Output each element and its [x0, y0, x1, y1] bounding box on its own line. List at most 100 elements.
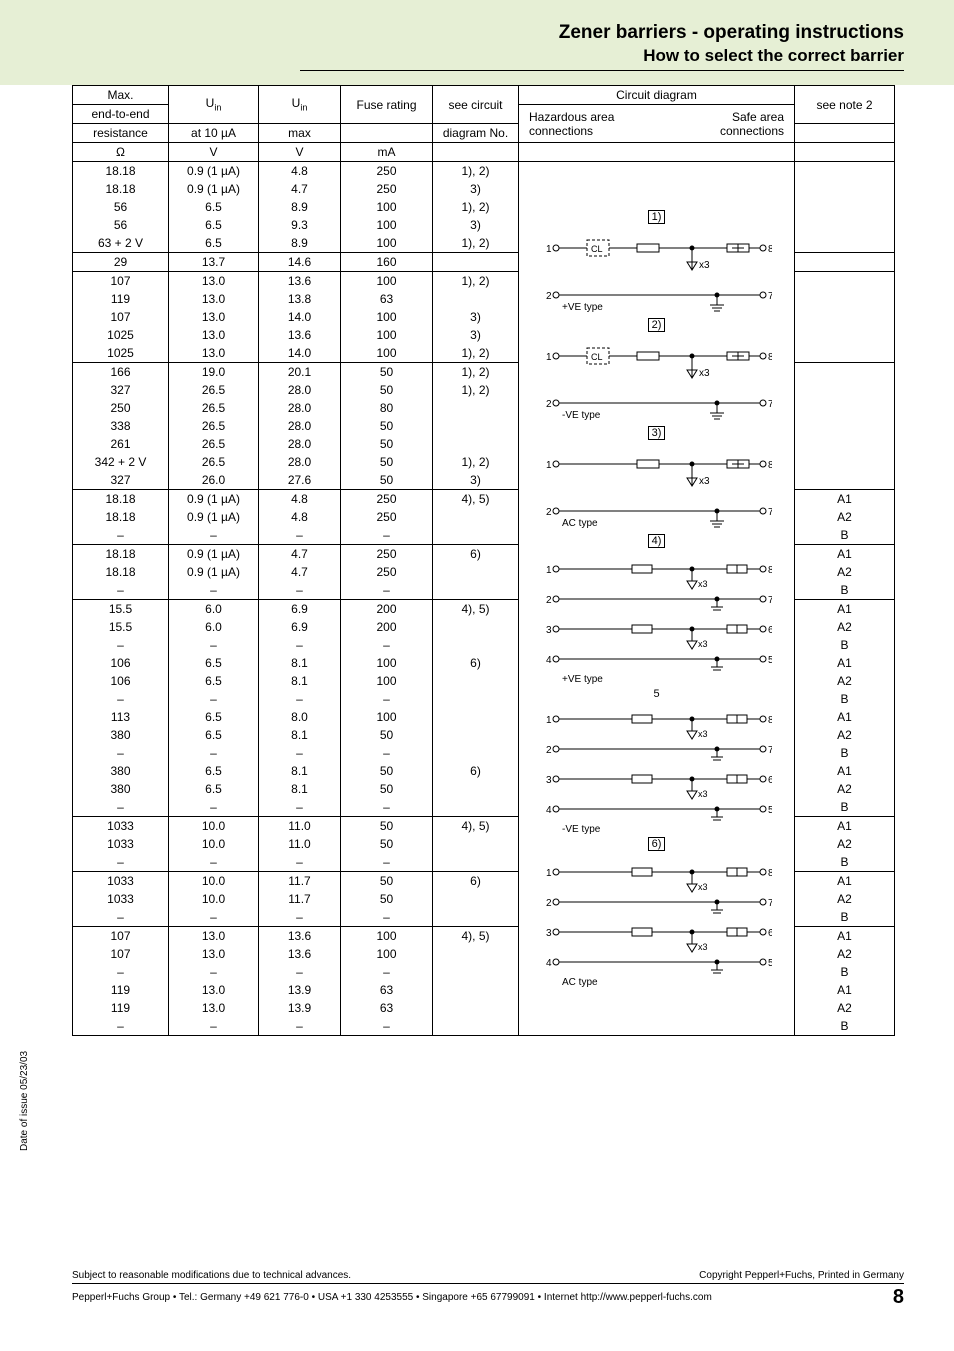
col-b-unit: V — [169, 143, 259, 162]
svg-text:AC type: AC type — [562, 977, 598, 987]
table-cell: – — [259, 690, 341, 708]
svg-text:7: 7 — [768, 595, 772, 606]
table-cell: – — [259, 636, 341, 654]
table-cell: 13.0 — [169, 999, 259, 1017]
table-cell: 13.0 — [169, 344, 259, 363]
table-cell: 107 — [73, 272, 169, 291]
table-cell: 6) — [433, 872, 519, 891]
table-cell: 160 — [341, 253, 433, 272]
table-cell: 1), 2) — [433, 162, 519, 181]
table-cell: 13.0 — [169, 945, 259, 963]
table-cell — [795, 253, 895, 272]
table-cell — [433, 290, 519, 308]
svg-text:4: 4 — [546, 805, 552, 816]
circuit-diagram-cell: 1) 1 CL 8 x3 2 7 — [519, 162, 795, 1036]
table-cell: 6.5 — [169, 216, 259, 234]
table-cell: 8.0 — [259, 708, 341, 726]
table-cell: 14.6 — [259, 253, 341, 272]
svg-text:x3: x3 — [699, 260, 710, 271]
table-cell — [795, 435, 895, 453]
table-cell: 1), 2) — [433, 198, 519, 216]
table-cell — [795, 417, 895, 435]
footer-contact: Pepperl+Fuchs Group • Tel.: Germany +49 … — [72, 1292, 712, 1303]
table-cell: 4.7 — [259, 563, 341, 581]
table-cell: 15.5 — [73, 600, 169, 619]
table-cell: A2 — [795, 672, 895, 690]
table-cell: A2 — [795, 508, 895, 526]
table-cell: 19.0 — [169, 363, 259, 382]
table-cell — [433, 399, 519, 417]
table-cell: 6.0 — [169, 600, 259, 619]
col-f-h1: Circuit diagram — [519, 86, 795, 105]
table-cell: 380 — [73, 726, 169, 744]
table-cell: – — [259, 526, 341, 545]
table-cell: – — [341, 908, 433, 927]
table-cell: 6) — [433, 545, 519, 564]
table-cell: 13.7 — [169, 253, 259, 272]
table-cell: 13.0 — [169, 308, 259, 326]
circuit-diagram-svg: 1 x3 8 2 7 3 x3 6 4 5 AC type — [542, 857, 772, 987]
table-cell: 50 — [341, 453, 433, 471]
table-cell: 8.1 — [259, 780, 341, 798]
table-cell: 9.3 — [259, 216, 341, 234]
table-cell: A1 — [795, 545, 895, 564]
svg-text:3: 3 — [546, 928, 552, 939]
svg-text:2: 2 — [546, 507, 552, 518]
table-cell — [433, 835, 519, 853]
circuit-diagram-svg: 1 x3 8 2 7 3 x3 6 4 5 -VE type — [542, 704, 772, 834]
table-cell: 100 — [341, 326, 433, 344]
table-cell — [433, 999, 519, 1017]
table-cell: A1 — [795, 762, 895, 780]
col-e-h3: diagram No. — [433, 124, 519, 143]
table-cell — [433, 945, 519, 963]
table-cell: 28.0 — [259, 417, 341, 435]
table-cell: – — [341, 526, 433, 545]
table-cell: 327 — [73, 471, 169, 490]
col-a-unit: Ω — [73, 143, 169, 162]
table-cell — [795, 198, 895, 216]
table-cell: 327 — [73, 381, 169, 399]
table-cell — [433, 417, 519, 435]
table-cell: 18.18 — [73, 490, 169, 509]
table-cell: 13.0 — [169, 981, 259, 999]
table-cell: 107 — [73, 945, 169, 963]
svg-text:8: 8 — [768, 460, 772, 471]
table-cell: 0.9 (1 µA) — [169, 162, 259, 181]
table-cell: B — [795, 636, 895, 654]
table-cell: A1 — [795, 708, 895, 726]
table-cell: 1), 2) — [433, 272, 519, 291]
table-cell: 18.18 — [73, 180, 169, 198]
svg-text:AC type: AC type — [562, 518, 598, 529]
svg-text:6: 6 — [768, 625, 772, 636]
table-cell: – — [341, 636, 433, 654]
table-cell: A2 — [795, 945, 895, 963]
svg-text:4: 4 — [546, 655, 552, 666]
table-cell: 26.5 — [169, 435, 259, 453]
table-cell: – — [259, 744, 341, 762]
table-cell: – — [259, 798, 341, 817]
table-cell: – — [73, 963, 169, 981]
table-cell — [433, 798, 519, 817]
svg-text:x3: x3 — [699, 476, 710, 487]
table-cell: 4.8 — [259, 162, 341, 181]
table-cell: 0.9 (1 µA) — [169, 180, 259, 198]
table-cell — [433, 890, 519, 908]
table-cell: 20.1 — [259, 363, 341, 382]
table-cell: – — [169, 798, 259, 817]
col-b-h1: Uin — [169, 86, 259, 124]
svg-text:1: 1 — [546, 565, 552, 576]
table-cell: 250 — [341, 162, 433, 181]
table-cell: 1025 — [73, 344, 169, 363]
table-cell: 100 — [341, 927, 433, 946]
selection-table: Max. Uin Uin Fuse rating see circuit Cir… — [72, 85, 895, 1036]
table-cell: 50 — [341, 762, 433, 780]
table-cell: 100 — [341, 672, 433, 690]
col-b-h3: at 10 µA — [169, 124, 259, 143]
table-cell: 100 — [341, 945, 433, 963]
table-cell: 6.5 — [169, 234, 259, 253]
table-cell: 4), 5) — [433, 927, 519, 946]
table-cell — [433, 853, 519, 872]
table-cell: – — [169, 853, 259, 872]
table-cell — [433, 708, 519, 726]
table-cell: 1033 — [73, 872, 169, 891]
